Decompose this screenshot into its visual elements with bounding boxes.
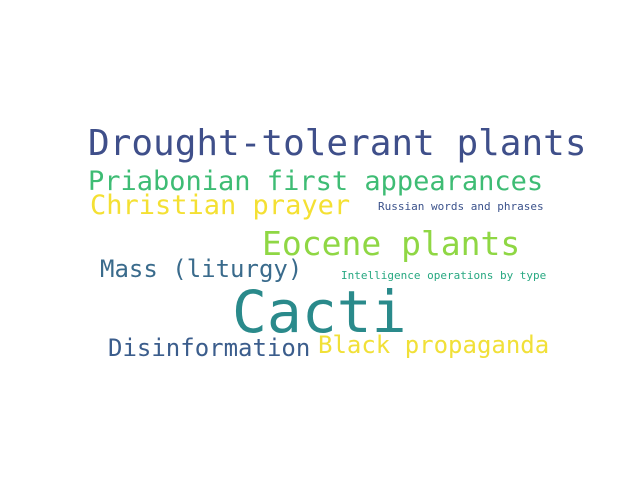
- word-black-propaganda: Black propaganda: [318, 331, 550, 359]
- word-christian-prayer: Christian prayer: [90, 190, 351, 221]
- word-drought-tolerant-plants: Drought-tolerant plants: [88, 123, 587, 164]
- word-russian-words-and-phrases: Russian words and phrases: [378, 200, 544, 213]
- word-disinformation: Disinformation: [108, 334, 311, 362]
- word-priabonian-first-appearances: Priabonian first appearances: [88, 166, 544, 197]
- word-cacti: Cacti: [232, 278, 407, 346]
- word-mass-liturgy: Mass (liturgy): [100, 255, 303, 283]
- word-intelligence-operations-by-type: Intelligence operations by type: [341, 269, 547, 282]
- word-eocene-plants: Eocene plants: [262, 224, 521, 263]
